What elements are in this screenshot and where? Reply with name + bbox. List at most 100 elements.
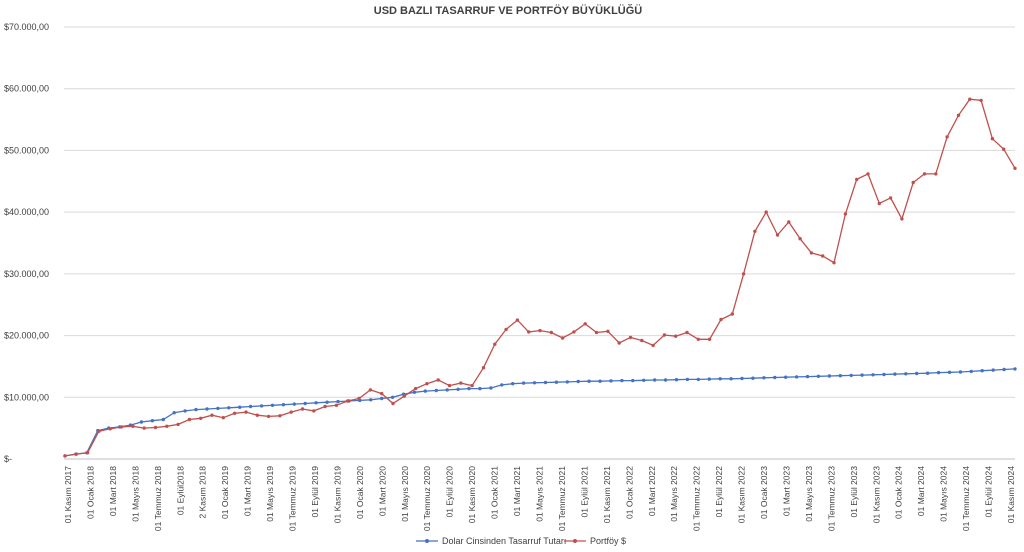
x-tick-label: 01 Eylül 2019 — [310, 466, 320, 518]
data-point — [527, 330, 531, 334]
data-point — [323, 404, 327, 409]
x-tick-label: 01 Eylül 2021 — [579, 466, 589, 518]
data-point — [131, 424, 135, 428]
data-point — [97, 429, 101, 433]
data-point — [628, 335, 633, 340]
data-point — [583, 322, 587, 326]
data-point — [843, 212, 848, 216]
data-point — [560, 336, 565, 340]
data-point — [719, 317, 723, 322]
data-point — [255, 413, 259, 417]
legend-label: Dolar Cinsinden Tasarruf Tutarı — [442, 536, 566, 546]
data-point — [334, 403, 339, 407]
data-point — [205, 407, 209, 411]
data-point — [139, 420, 144, 424]
x-tick-label: 01 Temmuz 2023 — [826, 466, 836, 531]
data-point — [956, 113, 961, 118]
data-point — [773, 375, 777, 380]
x-tick-label: 01 Kasım 2023 — [871, 466, 881, 523]
x-tick-label: 01 Mart 2023 — [781, 466, 791, 516]
data-point — [1013, 367, 1017, 371]
data-point — [947, 370, 952, 374]
y-tick-label: $40.000,00 — [4, 207, 49, 217]
x-tick-label: 01 Temmuz 2018 — [153, 466, 163, 531]
data-point — [244, 410, 248, 414]
legend-label: Portföy $ — [590, 536, 626, 546]
data-point — [787, 220, 791, 224]
data-point — [119, 425, 124, 429]
data-point — [741, 272, 746, 276]
data-point — [199, 416, 203, 420]
data-point — [532, 381, 537, 385]
x-tick-label: 01 Ocak 2020 — [355, 466, 365, 519]
data-point — [210, 413, 214, 417]
data-point — [281, 403, 286, 407]
data-point — [642, 378, 646, 382]
data-point — [729, 377, 733, 381]
data-point — [521, 381, 526, 385]
data-point — [617, 341, 621, 345]
chart-title: USD BAZLI TASARRUF VE PORTFÖY BÜYÜKLÜĞÜ — [374, 4, 643, 17]
data-point — [85, 451, 90, 455]
data-point — [538, 328, 542, 333]
x-axis-ticks: 01 Kasım 2017 01 Ocak 2018 01 Mart 2018 01 … — [63, 466, 1016, 531]
y-tick-label: $50.000,00 — [4, 145, 49, 155]
data-point — [762, 376, 766, 380]
x-tick-label: 01 Mayıs 2021 — [535, 466, 545, 522]
x-tick-label: 01 Mart 2020 — [377, 466, 387, 516]
x-tick-label: 01 Kasım 2021 — [602, 466, 612, 523]
data-point — [838, 374, 842, 378]
x-tick-label: 01 Kasım 2019 — [332, 466, 342, 523]
x-tick-label: 01 Mart 2024 — [916, 466, 926, 516]
data-point — [153, 425, 158, 430]
data-point — [270, 403, 275, 407]
data-point — [500, 383, 504, 387]
data-point — [925, 371, 930, 375]
x-tick-label: 01 Eylül 2024 — [984, 466, 994, 518]
data-point — [238, 405, 242, 409]
data-point — [730, 312, 734, 316]
x-tick-label: 01 Temmuz 2022 — [692, 466, 702, 531]
data-point — [325, 400, 329, 404]
data-point — [549, 330, 553, 335]
x-tick-label: 01 Mart 2019 — [243, 466, 253, 516]
data-point — [165, 424, 169, 428]
x-tick-label: 01 Mayıs 2023 — [804, 466, 814, 522]
series-line — [64, 98, 1016, 457]
data-point — [357, 396, 361, 401]
data-point — [368, 388, 373, 392]
data-point — [798, 237, 802, 241]
data-point — [176, 422, 180, 427]
data-point — [904, 372, 908, 376]
data-point — [391, 401, 395, 406]
data-point — [631, 378, 635, 383]
y-tick-label: $30.000,00 — [4, 269, 49, 279]
x-tick-label: 01 Mayıs 2024 — [939, 466, 949, 522]
data-point — [900, 217, 904, 221]
legend-marker — [573, 539, 577, 543]
data-point — [456, 387, 460, 391]
data-point — [108, 427, 112, 431]
data-point — [651, 343, 655, 348]
data-point — [945, 135, 949, 139]
data-point — [1002, 147, 1006, 151]
data-point — [653, 378, 657, 382]
data-point — [436, 378, 440, 382]
x-tick-label: 01 Kasım 2024 — [1006, 466, 1016, 523]
x-tick-label: 01 Ocak 2022 — [624, 466, 634, 519]
y-tick-label: $60.000,00 — [4, 84, 49, 94]
data-point — [380, 391, 384, 396]
data-point — [882, 372, 886, 377]
data-point — [511, 382, 515, 386]
data-point — [816, 374, 821, 378]
data-point — [232, 411, 237, 415]
x-tick-label: 01 Ocak 2019 — [220, 466, 230, 519]
data-point — [877, 201, 881, 206]
data-point — [707, 337, 712, 341]
data-point — [161, 417, 165, 422]
data-point — [707, 377, 711, 381]
data-point — [805, 374, 810, 379]
x-tick-label: 01 Mart 2021 — [512, 466, 522, 516]
y-tick-label: $20.000,00 — [4, 331, 49, 341]
